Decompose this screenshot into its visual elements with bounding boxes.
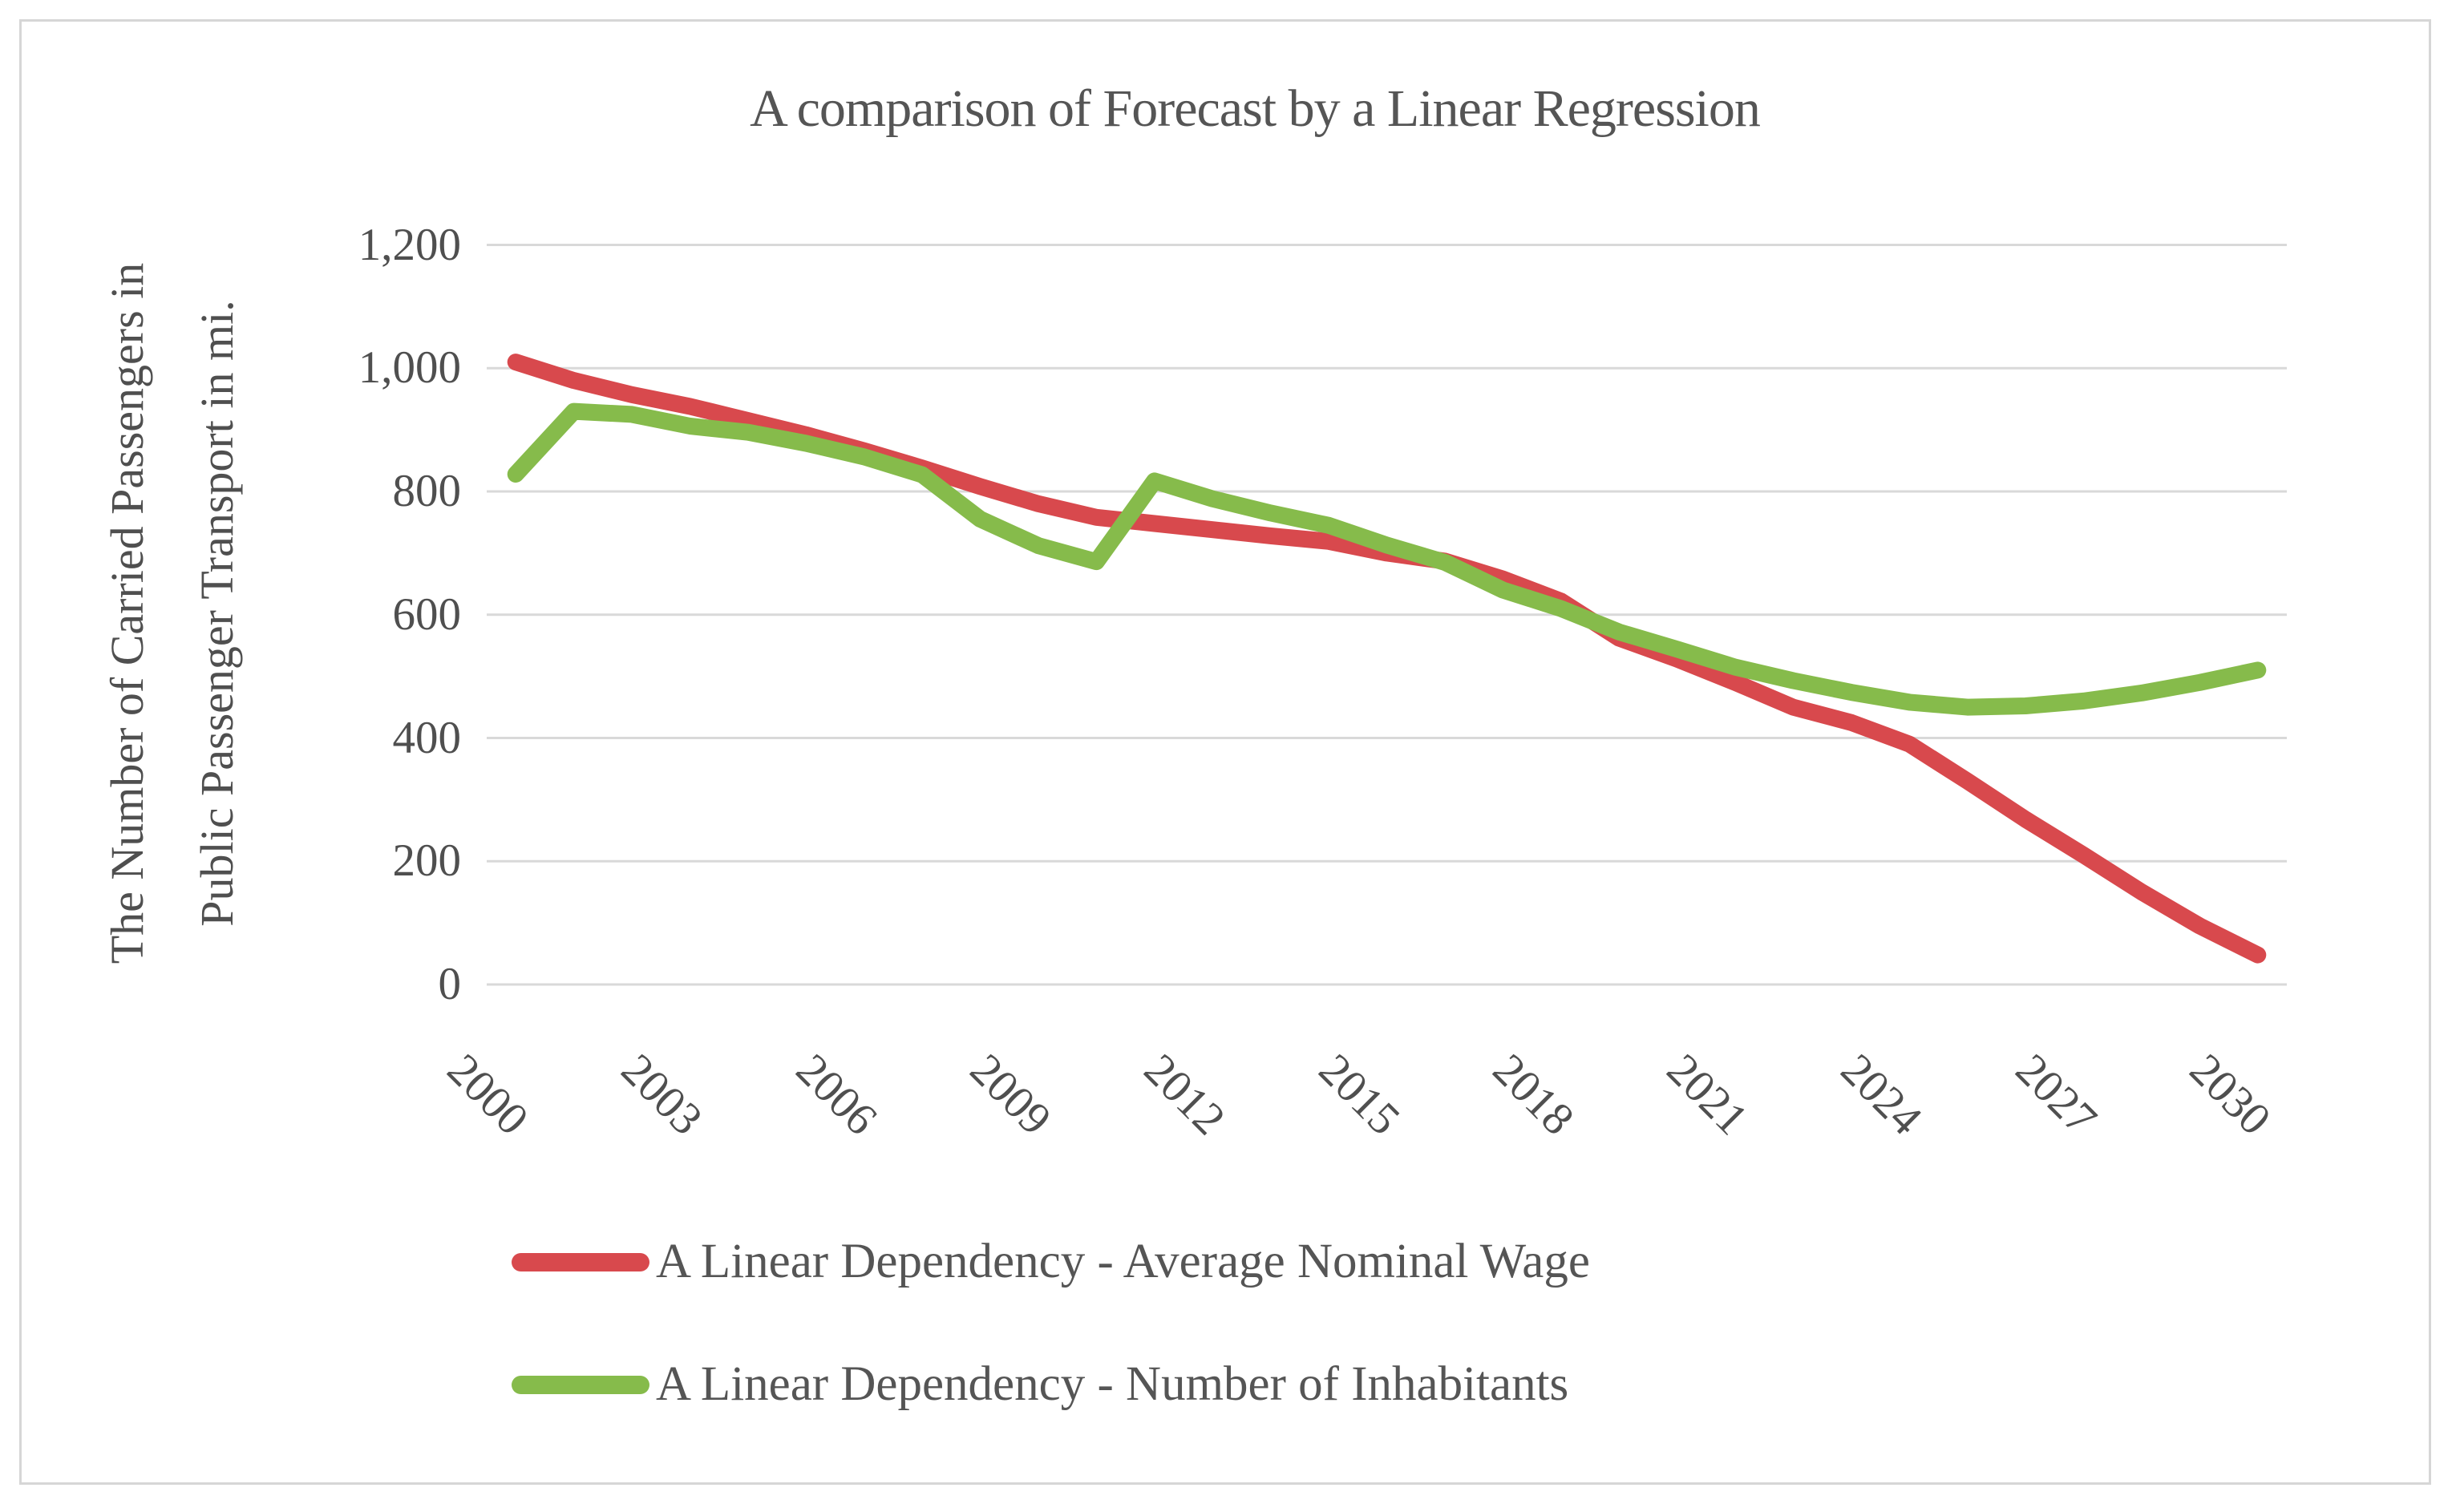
y-tick-label-0: 0 — [438, 959, 462, 1009]
y-axis-title-line-2: Public Passenger Transport in mi. — [191, 300, 243, 927]
green-legend-swatch — [512, 1375, 649, 1394]
y-tick-label-600: 600 — [392, 588, 462, 640]
legend-item-number-of-inhabitants: A Linear Dependency - Number of Inhabita… — [512, 1352, 1568, 1417]
y-tick-label-200: 200 — [392, 835, 462, 887]
legend-item-average-nominal-wage: A Linear Dependency - Average Nominal Wa… — [512, 1230, 1590, 1294]
y-axis-title: The Number of Carried Passengers in Publ… — [83, 108, 262, 1118]
y-tick-label-800: 800 — [392, 466, 462, 516]
y-tick-label-400: 400 — [392, 712, 462, 763]
legend-label: A Linear Dependency - Average Nominal Wa… — [656, 1235, 1590, 1288]
chart-title: A comparison of Forecast by a Linear Reg… — [750, 79, 1761, 138]
y-tick-label-1200: 1,200 — [358, 219, 461, 270]
y-axis-title-line-1: The Number of Carried Passengers in — [101, 262, 153, 964]
chart-frame — [19, 19, 2431, 1485]
series-line-average-nominal-wage — [507, 354, 2267, 964]
legend-label: A Linear Dependency - Number of Inhabita… — [656, 1357, 1569, 1411]
series-line-number-of-inhabitants — [507, 402, 2267, 716]
red-legend-swatch — [512, 1252, 649, 1271]
y-tick-label-1000: 1,000 — [358, 342, 461, 394]
